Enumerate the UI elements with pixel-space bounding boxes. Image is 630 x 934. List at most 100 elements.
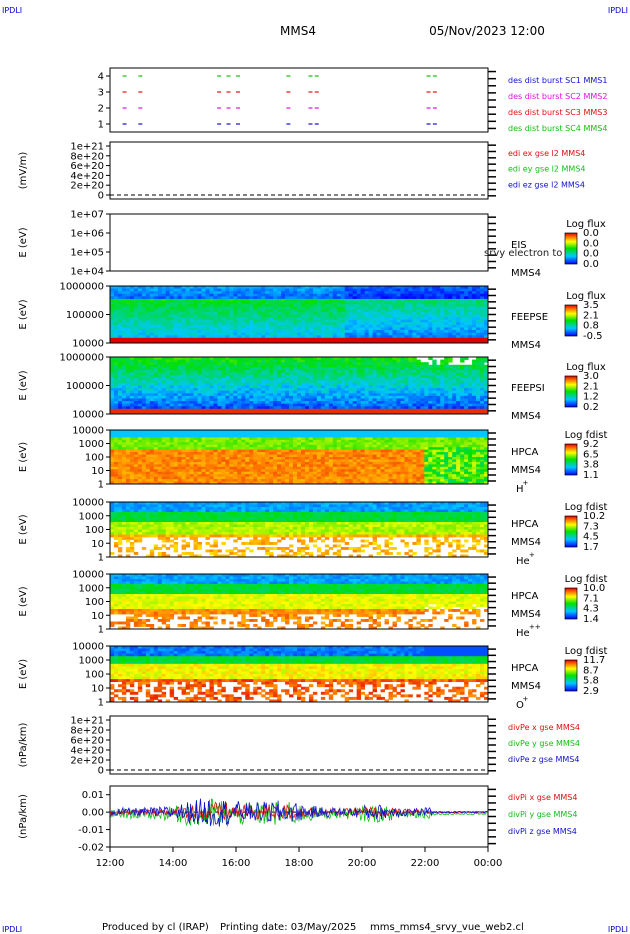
side-label: des dist burst SC1 MMS1 [508,76,607,85]
side-label: divPe x gse MMS4 [508,723,580,732]
ylabel-hpca_o: E (eV) [18,659,29,689]
ytick-label: 0.01 [82,790,104,801]
instrument-label: HPCA [511,447,539,458]
instrument-label: FEEPSI [511,383,545,394]
panel-hpca_hepp: 10000 1000 100 10 1 E (eV) HPCA MMS4 He++ Log fdi… [18,570,607,640]
ytick-label: 1 [98,480,104,491]
ytick-label: 1e+07 [70,210,104,221]
ylabel-hpca_hepp: E (eV) [18,586,29,616]
instrument-subtitle: MMS4 [511,268,541,279]
ytick-label: 1000 [79,511,104,522]
species-label: O [516,700,524,711]
ytick-label: 100 [85,670,104,681]
instrument-label: EIS [511,240,527,251]
heatmap-hpca_he [110,502,489,558]
ytick-label: 10000 [72,642,104,653]
colorbar-title: Log fdist [565,502,608,513]
panel-hpca_he: 10000 1000 100 10 1 E (eV) HPCA MMS4 He+ Log fdis… [18,498,607,568]
colorbar-tick: 2.1 [583,310,599,321]
ytick-label: 8e+20 [70,151,104,162]
colorbar-title: Log fdist [565,646,608,657]
ylabel-eis: E (eV) [18,227,29,257]
side-label: edi ez gse l2 MMS4 [508,180,585,189]
printing-date: Printing date: 03/May/2025 [220,922,356,933]
xtick-label: 00:00 [474,858,503,869]
ytick-label: 6e+20 [70,736,104,747]
xtick-label: 12:00 [96,858,125,869]
heatmap-hpca_hepp [110,574,489,630]
ytick-label: 1 [98,698,104,709]
ytick-label: 1 [98,553,104,564]
ytick-label: 10000 [72,570,104,581]
colorbar-tick: 3.8 [583,460,599,471]
side-label: divPe z gse MMS4 [508,755,579,764]
instrument-label: HPCA [511,591,539,602]
instrument-subtitle: MMS4 [511,465,541,476]
ylabel-hpca_h: E (eV) [18,442,29,472]
panel-burst: 4 3 2 1 des dist burst SC1 MMS1 des dist burs… [98,67,607,133]
species-charge: ++ [529,623,541,631]
colorbar-tick: 0.8 [583,321,599,332]
heatmap-feepse [110,286,489,344]
side-label: edi ex gse l2 MMS4 [508,149,585,158]
colorbar-tick: 1.4 [583,614,599,625]
colorbar-tick: 1.7 [583,542,599,553]
species-charge: + [523,479,529,487]
ytick-label: 0.00 [82,808,104,819]
instrument-subtitle: MMS4 [511,411,541,422]
colorbar-tick: 8.7 [583,665,599,676]
colorbar-title: Log fdist [565,574,608,585]
produced-by: Produced by cl (IRAP) [102,922,209,933]
colorbar-title: Log flux [566,219,606,230]
ylabel-hpca_he: E (eV) [18,514,29,544]
colorbar [564,515,578,548]
ytick-label: 4e+20 [70,746,104,757]
ytick-label: 1 [98,120,104,131]
instrument-label: FEEPSE [511,312,548,323]
heatmap-hpca_o [110,646,489,703]
colorbar-title: Log flux [566,362,606,373]
ytick-label: 1000 [79,656,104,667]
ytick-label: 10 [91,684,104,695]
ytick-label: 100000 [66,381,104,392]
colorbar-tick: 4.5 [583,532,599,543]
side-label: divPi x gse MMS4 [508,793,577,802]
side-label: divPi y gse MMS4 [508,810,577,819]
instrument-subtitle: MMS4 [511,537,541,548]
colorbar-tick: 0.2 [583,402,599,413]
ytick-label: 0 [98,191,104,202]
instrument-subtitle: MMS4 [511,609,541,620]
panel-feepsi: 1000000 100000 10000 E (eV) FEEPSI MMS4 Log fl… [18,353,606,423]
ytick-label: 10000 [72,426,104,437]
colorbar [564,659,578,692]
colorbar-tick: 3.5 [583,300,599,311]
ylabel-edi: (mV/m) [18,152,29,190]
corner-label-top-left: IPDLI [2,6,22,15]
ytick-label: 3 [98,88,104,99]
ytick-label: 2e+20 [70,181,104,192]
ytick-label: 2 [98,104,104,115]
colorbar-tick: 9.2 [583,439,599,450]
species-label: He [516,556,530,567]
ytick-label: -0.01 [78,825,104,836]
colorbar-tick: 2.9 [583,686,599,697]
ytick-label: 10 [91,466,104,477]
panel-hpca_h: 10000 1000 100 10 1 E (eV) HPCA MMS4 H+ Log fdist… [18,426,607,496]
ytick-label: 4e+20 [70,171,104,182]
colorbar-tick: 0.0 [583,249,599,260]
time-axis: 12:00 14:00 16:00 18:00 20:00 22:00 00:00 [96,847,503,869]
ytick-label: 1e+06 [70,229,104,240]
corner-label-bottom-left: IPDLI [2,925,22,934]
ytick-label: 2e+20 [70,756,104,767]
ytick-label: 1000000 [59,353,104,364]
ytick-label: 10 [91,539,104,550]
side-label: des dist burst SC2 MMS2 [508,92,607,101]
xtick-label: 18:00 [285,858,314,869]
instrument-label: HPCA [511,663,539,674]
ytick-label: 1000 [79,583,104,594]
side-label: divPi z gse MMS4 [508,827,577,836]
ytick-label: 4 [98,72,104,83]
spacecraft-title: MMS4 [280,24,316,38]
